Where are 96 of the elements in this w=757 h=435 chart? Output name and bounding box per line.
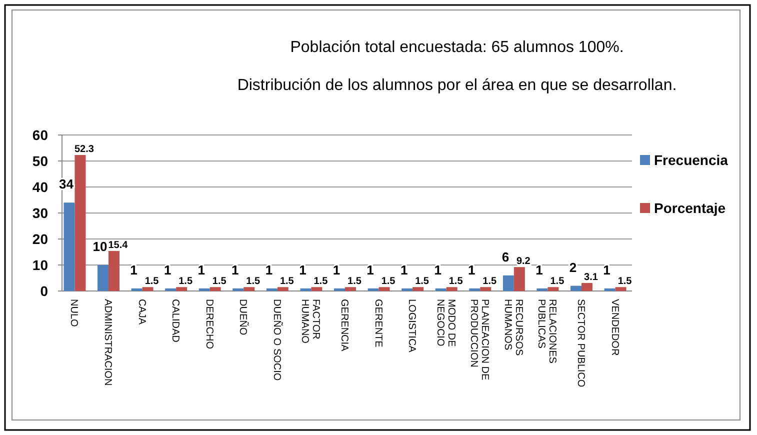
data-label: 1.5: [381, 276, 396, 288]
data-label: 1: [164, 262, 172, 278]
data-label: 6: [502, 249, 510, 264]
bar: [345, 287, 356, 291]
data-label: 1: [400, 262, 408, 278]
y-tick-label: 40: [32, 178, 48, 195]
data-label: 1.5: [280, 276, 294, 288]
x-tick-label: NULO: [68, 299, 80, 328]
bar: [514, 267, 525, 291]
x-tick-label: RELACIONES PUBLICAS: [536, 299, 558, 364]
bar: [615, 287, 626, 291]
bar: [581, 282, 592, 291]
x-tick-label: GERENCIA: [338, 299, 350, 352]
data-label: 1.5: [246, 276, 261, 288]
x-tick-label: LOGISTICA: [406, 299, 418, 353]
data-label: 2: [569, 260, 577, 275]
data-label: 1: [265, 262, 273, 278]
bar: [548, 287, 559, 291]
bar: [210, 287, 221, 291]
x-tick-label: CALIDAD: [170, 299, 181, 342]
x-tick-label: DUEÑO O SOCIO: [270, 299, 283, 381]
bar: [300, 288, 312, 291]
x-tick-label: DERECHO: [203, 299, 214, 350]
data-label: 1.5: [314, 276, 328, 288]
bar: [502, 275, 514, 291]
data-label: 15.4: [108, 240, 128, 251]
data-label: 34: [59, 176, 74, 192]
bar: [446, 287, 458, 291]
y-tick-label: 10: [32, 256, 48, 273]
y-tick-label: 20: [32, 230, 48, 247]
bar: [334, 288, 345, 291]
data-label: 1.5: [348, 276, 362, 288]
bar: [378, 287, 390, 291]
y-tick-label: 60: [32, 126, 48, 143]
bar: [480, 287, 492, 291]
x-tick-label: RECURSOS HUMANOS: [502, 299, 524, 356]
data-label: 1.5: [144, 276, 160, 288]
bar: [74, 155, 86, 291]
data-label: 1: [603, 262, 610, 278]
data-label: 9.2: [516, 256, 531, 268]
bar: [604, 288, 616, 291]
data-label: 52.3: [74, 144, 94, 156]
bar: [232, 288, 244, 291]
data-label: 1.5: [482, 276, 498, 288]
y-tick-label: 30: [32, 204, 48, 221]
bar: [142, 287, 154, 291]
bar: [176, 287, 188, 291]
legend-label: Porcentaje: [654, 200, 726, 216]
data-label: 1: [434, 262, 442, 278]
x-tick-label: ADMINISTRACION: [102, 299, 114, 386]
bar: [131, 288, 142, 291]
bar: [165, 288, 176, 291]
x-tick-label: CAJA: [136, 299, 147, 325]
x-tick-label: VENDEDOR: [608, 299, 620, 356]
x-tick-label: PLANEACION DE PRODUCCION: [468, 299, 490, 380]
data-label: 1: [130, 262, 138, 278]
bar: [277, 287, 288, 291]
data-label: 1: [332, 262, 340, 278]
data-label: 1: [536, 262, 543, 278]
data-label: 1.5: [415, 276, 430, 288]
data-label: 1: [468, 262, 476, 278]
x-tick-label: DUEÑO: [237, 299, 250, 336]
data-label: 1.5: [618, 276, 632, 288]
bar: [311, 287, 322, 291]
chart-subtitle: Distribución de los alumnos por el área en que se desarrollan.: [237, 77, 677, 94]
x-tick-label: SECTOR PUBLICO: [574, 299, 586, 388]
legend-label: Frecuencia: [654, 152, 728, 168]
bar: [536, 288, 548, 291]
chart-title: Población total encuestada: 65 alumnos 100%.: [290, 39, 624, 56]
data-label: 1.5: [448, 276, 464, 288]
bar: [402, 288, 413, 291]
bar: [435, 288, 446, 291]
data-label: 1: [299, 262, 306, 278]
bar: [198, 288, 210, 291]
x-tick-label: FACTOR HUMANO: [299, 299, 322, 344]
data-label: 1: [366, 262, 374, 278]
data-label: 3.1: [584, 272, 598, 283]
bar: [412, 287, 424, 291]
y-tick-label: 0: [40, 282, 48, 299]
bar: [469, 288, 480, 291]
bar: [98, 265, 109, 291]
data-label: 1.5: [212, 276, 227, 288]
data-label: 10: [92, 239, 108, 254]
data-label: 1.5: [178, 276, 193, 288]
bar: [368, 288, 379, 291]
bar: [570, 286, 582, 291]
bar: [244, 287, 255, 291]
bar: [108, 250, 120, 291]
data-label: 1: [232, 262, 239, 278]
bar: [266, 288, 278, 291]
x-tick-label: GERENTE: [372, 299, 384, 348]
x-tick-label: MODO DE NEGOCIO: [434, 299, 456, 348]
data-label: 1.5: [550, 276, 565, 288]
bar: [64, 202, 75, 291]
y-tick-label: 50: [32, 152, 48, 169]
data-label: 1: [198, 262, 205, 278]
